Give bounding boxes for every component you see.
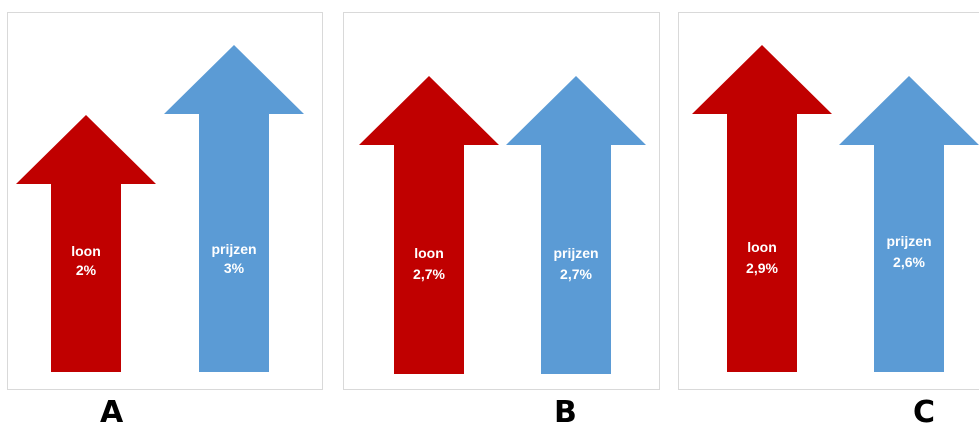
panel-c-arrows: loon 2,9% prijzen 2,6% [692,45,979,372]
loon-value: 2% [76,262,97,278]
loon-arrow-up-icon [359,76,499,374]
prijzen-value: 2,6% [893,254,925,270]
prijzen-arrow-up-icon [164,45,304,372]
panel-c-letter: C [913,395,936,430]
loon-arrow-up-icon [16,115,156,372]
prijzen-label: prijzen [886,233,931,249]
loon-value: 2,9% [746,260,778,276]
loon-label: loon [747,239,777,255]
prijzen-label: prijzen [211,241,256,257]
prijzen-arrow-up-icon [839,76,979,372]
prijzen-value: 3% [224,260,245,276]
prijzen-label: prijzen [553,245,598,261]
prijzen-arrow-up-icon [506,76,646,374]
prijzen-value: 2,7% [560,266,592,282]
panel-a-letter: A [100,395,124,430]
loon-label: loon [414,245,444,261]
panel-b-letter: B [554,395,577,430]
loon-arrow-up-icon [692,45,832,372]
loon-value: 2,7% [413,266,445,282]
panel-b-arrows: loon 2,7% prijzen 2,7% [359,76,646,374]
loon-label: loon [71,243,101,259]
panel-a-arrows: loon 2% prijzen 3% [16,45,304,372]
